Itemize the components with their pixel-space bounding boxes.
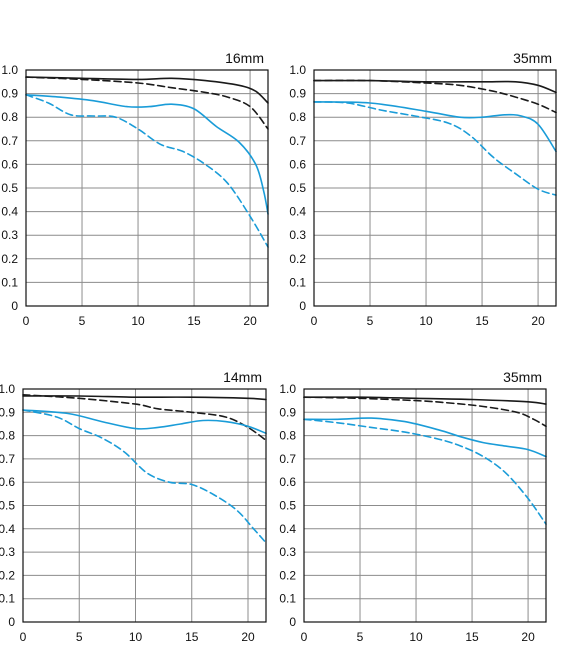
x-tick-label: 0 xyxy=(301,630,308,644)
y-tick-label: 0.8 xyxy=(0,429,15,443)
plot-frame xyxy=(303,388,547,623)
y-tick-label: 0.8 xyxy=(279,429,296,443)
y-tick-label: 0.1 xyxy=(1,275,18,289)
y-tick-label: 0.8 xyxy=(289,110,306,124)
x-tick-label: 0 xyxy=(23,314,30,328)
mtf-curve-black-dashed xyxy=(303,396,547,428)
chart-title: 16mm xyxy=(225,50,264,66)
y-tick-label: 0.5 xyxy=(0,499,15,513)
chart-title: 35mm xyxy=(503,369,542,385)
y-tick-label: 0 xyxy=(289,615,296,629)
y-tick-label: 0.3 xyxy=(0,545,15,559)
y-tick-label: 0.3 xyxy=(289,228,306,242)
mtf-curve-black-solid xyxy=(313,79,557,94)
mtf-curve-black-solid xyxy=(303,396,547,405)
y-tick-label: 0.8 xyxy=(1,110,18,124)
y-tick-label: 0 xyxy=(8,615,15,629)
y-tick-label: 0.2 xyxy=(0,568,15,582)
mtf-curve-blue-dashed xyxy=(22,409,267,544)
mtf-curve-blue-dashed xyxy=(303,418,547,525)
mtf-curve-blue-dashed xyxy=(25,94,269,248)
chart-title: 35mm xyxy=(513,50,552,66)
mtf-curve-blue-solid xyxy=(313,101,557,153)
x-tick-label: 10 xyxy=(419,314,433,328)
mtf-panel-3: 0 5 10 15 20 0 0.1 0.2 0.3 0.4 0.5 0.6 0.7 0.8 0.9 1.0 1… xyxy=(0,369,267,644)
y-tick-label: 0.3 xyxy=(1,228,18,242)
mtf-curve-black-dashed xyxy=(25,76,269,130)
x-tick-label: 15 xyxy=(187,314,201,328)
mtf-curve-black-solid xyxy=(25,76,269,104)
x-tick-label: 5 xyxy=(367,314,374,328)
mtf-curve-black-solid xyxy=(22,395,267,401)
x-tick-label: 10 xyxy=(129,630,143,644)
y-tick-label: 0.4 xyxy=(0,522,15,536)
y-tick-label: 0.1 xyxy=(0,592,15,606)
x-tick-label: 10 xyxy=(131,314,145,328)
x-tick-label: 10 xyxy=(409,630,423,644)
x-tick-label: 20 xyxy=(241,630,255,644)
y-tick-label: 0.5 xyxy=(1,181,18,195)
x-tick-label: 20 xyxy=(531,314,545,328)
mtf-curve-black-dashed xyxy=(313,79,557,114)
y-tick-label: 1.0 xyxy=(1,63,18,77)
y-tick-label: 0.2 xyxy=(289,252,306,266)
x-tick-label: 20 xyxy=(243,314,257,328)
y-tick-label: 0.7 xyxy=(279,452,296,466)
x-tick-label: 5 xyxy=(79,314,86,328)
y-tick-label: 0.1 xyxy=(279,592,296,606)
y-tick-label: 0.7 xyxy=(289,134,306,148)
y-tick-label: 0.6 xyxy=(0,475,15,489)
y-tick-label: 0.9 xyxy=(289,87,306,101)
y-tick-label: 0.1 xyxy=(289,275,306,289)
mtf-curve-blue-solid xyxy=(25,94,269,215)
y-tick-label: 0.2 xyxy=(1,252,18,266)
y-tick-label: 0.4 xyxy=(279,522,296,536)
x-tick-label: 15 xyxy=(475,314,489,328)
y-tick-label: 0.9 xyxy=(279,405,296,419)
x-tick-label: 0 xyxy=(311,314,318,328)
y-tick-label: 0.7 xyxy=(1,134,18,148)
y-tick-label: 1.0 xyxy=(289,63,306,77)
mtf-curve-blue-solid xyxy=(22,409,267,435)
mtf-panel-1: 0 5 10 15 20 0 0.1 0.2 0.3 0.4 0.5 0.6 0.7 0.8 0.9 1.0 1… xyxy=(1,50,269,328)
mtf-curve-blue-dashed xyxy=(313,101,557,196)
x-tick-label: 5 xyxy=(76,630,83,644)
y-tick-label: 0.9 xyxy=(0,405,15,419)
y-tick-label: 0.6 xyxy=(279,475,296,489)
chart-title: 14mm xyxy=(223,369,262,385)
y-tick-label: 0.6 xyxy=(1,157,18,171)
y-tick-label: 1.0 xyxy=(279,382,296,396)
x-tick-label: 15 xyxy=(465,630,479,644)
y-tick-label: 0.4 xyxy=(1,205,18,219)
y-tick-label: 0.4 xyxy=(289,205,306,219)
mtf-panel-4: 0 5 10 15 20 0 0.1 0.2 0.3 0.4 0.5 0.6 0.7 0.8 0.9 1.0 3… xyxy=(279,369,547,644)
y-tick-label: 0.5 xyxy=(279,499,296,513)
plot-frame xyxy=(22,388,267,623)
y-tick-label: 0.6 xyxy=(289,157,306,171)
plot-frame xyxy=(25,69,269,307)
mtf-panel-2: 0 5 10 15 20 0 0.1 0.2 0.3 0.4 0.5 0.6 0.7 0.8 0.9 1.0 3… xyxy=(289,50,557,328)
y-tick-label: 0.7 xyxy=(0,452,15,466)
x-tick-label: 20 xyxy=(521,630,535,644)
y-tick-label: 0.9 xyxy=(1,87,18,101)
y-tick-label: 0.2 xyxy=(279,568,296,582)
x-tick-label: 0 xyxy=(20,630,27,644)
y-tick-label: 0.3 xyxy=(279,545,296,559)
y-tick-label: 0.5 xyxy=(289,181,306,195)
x-tick-label: 15 xyxy=(185,630,199,644)
x-tick-label: 5 xyxy=(357,630,364,644)
y-tick-label: 0 xyxy=(11,299,18,313)
plot-frame xyxy=(313,69,557,307)
y-tick-label: 0 xyxy=(299,299,306,313)
mtf-curve-blue-solid xyxy=(303,417,547,458)
y-tick-label: 1.0 xyxy=(0,382,15,396)
